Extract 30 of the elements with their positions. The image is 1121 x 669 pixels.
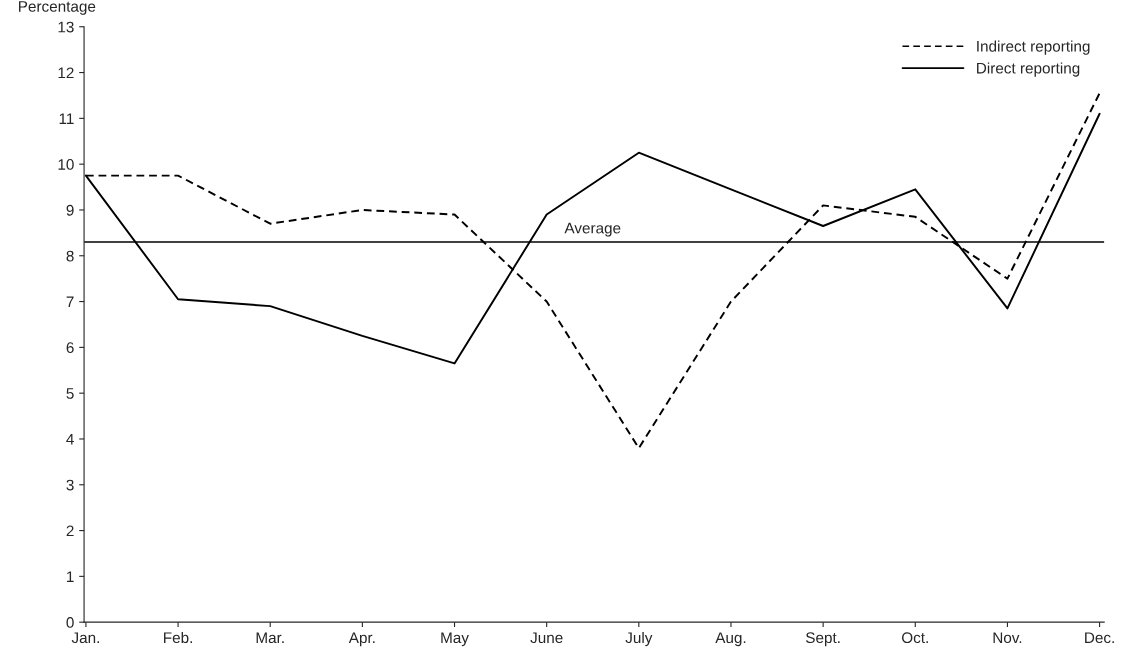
legend-label: Direct reporting bbox=[977, 62, 1080, 77]
y-tick-label: 2 bbox=[66, 525, 74, 537]
x-tick-label: Mar. bbox=[256, 632, 284, 644]
y-tick-label: 0 bbox=[66, 617, 74, 628]
x-tick-label: Jan. bbox=[71, 632, 99, 644]
x-tick-label: Oct. bbox=[901, 632, 928, 644]
y-tick-label: 8 bbox=[66, 250, 74, 262]
x-tick-label: June bbox=[530, 632, 563, 644]
y-tick-label: 3 bbox=[66, 479, 74, 491]
y-tick-label: 7 bbox=[66, 296, 74, 308]
y-tick-label: 1 bbox=[67, 571, 74, 582]
y-tick-label: 10 bbox=[58, 159, 74, 170]
x-tick-label: May bbox=[441, 632, 469, 647]
x-tick-label: Nov. bbox=[993, 632, 1022, 644]
y-tick-label: 12 bbox=[58, 67, 74, 79]
x-tick-label: Aug. bbox=[715, 632, 746, 647]
x-tick-label: Dec. bbox=[1085, 632, 1114, 644]
y-tick-label: 6 bbox=[66, 342, 74, 354]
legend-label: Indirect reporting bbox=[977, 40, 1090, 55]
x-tick-label: Apr. bbox=[348, 632, 375, 647]
ref-line-label: Average bbox=[564, 222, 621, 237]
y-tick-label: 5 bbox=[66, 388, 74, 399]
y-tick-label: 13 bbox=[58, 21, 74, 33]
y-tick-label: 4 bbox=[66, 433, 74, 445]
y-tick-label: 11 bbox=[59, 113, 74, 124]
x-tick-label: Sept. bbox=[805, 632, 840, 647]
y-tick-label: 9 bbox=[66, 204, 74, 216]
x-tick-label: July bbox=[625, 631, 653, 647]
x-tick-label: Feb. bbox=[164, 631, 192, 644]
y-axis-title: Percentage bbox=[19, 1, 96, 15]
